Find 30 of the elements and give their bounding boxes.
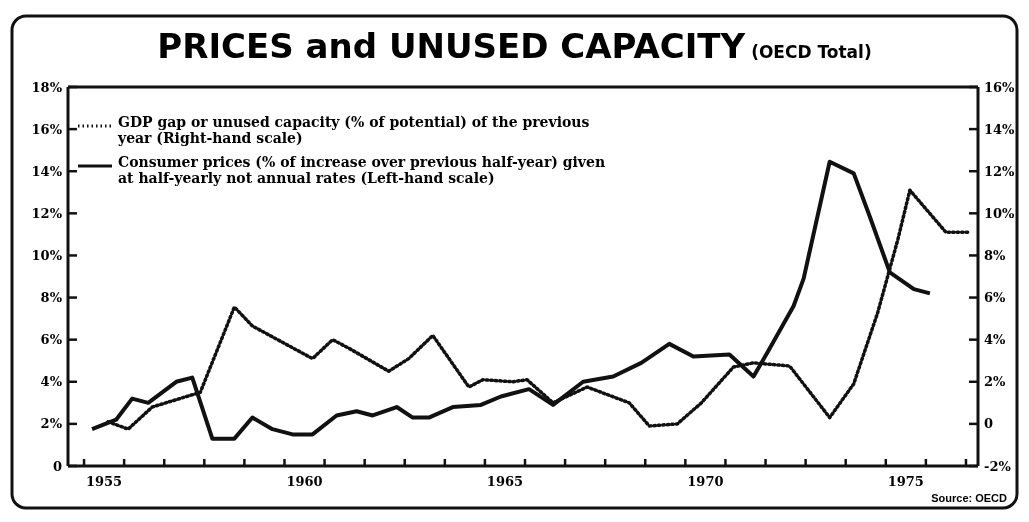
x-tick-label: 1965: [486, 474, 524, 489]
chart-subtitle: (OECD Total): [751, 42, 872, 62]
y2-tick-label: 0: [984, 416, 994, 432]
legend-label: Consumer prices (% of increase over previous half-year) given at half-yearly not annual rates (Left-hand scale): [118, 153, 606, 186]
y-tick-label: 0: [52, 458, 62, 474]
y2-tick-label: 4%: [984, 332, 1007, 348]
y-tick-label: 4%: [40, 374, 63, 390]
chart-title: PRICES and UNUSED CAPACITY: [157, 26, 746, 66]
x-tick-label: 1960: [286, 474, 323, 489]
y-tick-label: 16%: [31, 121, 63, 137]
y-tick-label: 14%: [31, 163, 63, 179]
y-tick-label: 8%: [40, 290, 63, 306]
y2-tick-label: 16%: [984, 79, 1016, 95]
y-tick-label: 18%: [31, 79, 63, 95]
source-note: Source: OECD: [931, 492, 1008, 504]
legend-label: GDP gap or unused capacity (% of potential) of the previous year (Right-hand scale): [117, 113, 590, 146]
x-tick-label: 1970: [687, 474, 724, 489]
y2-tick-label: 14%: [984, 121, 1016, 137]
y2-tick-label: 2%: [984, 374, 1007, 390]
y2-tick-label: 8%: [984, 247, 1007, 263]
y2-tick-label: -2%: [984, 458, 1012, 474]
y-tick-label: 2%: [40, 416, 63, 432]
y-tick-label: 10%: [31, 247, 63, 263]
y2-tick-label: 6%: [984, 290, 1007, 306]
y-tick-label: 6%: [40, 332, 63, 348]
x-tick-label: 1975: [887, 474, 924, 489]
y2-tick-label: 12%: [984, 163, 1016, 179]
y2-tick-label: 10%: [984, 205, 1016, 221]
x-tick-label: 1955: [85, 474, 123, 489]
y-tick-label: 12%: [31, 205, 63, 221]
